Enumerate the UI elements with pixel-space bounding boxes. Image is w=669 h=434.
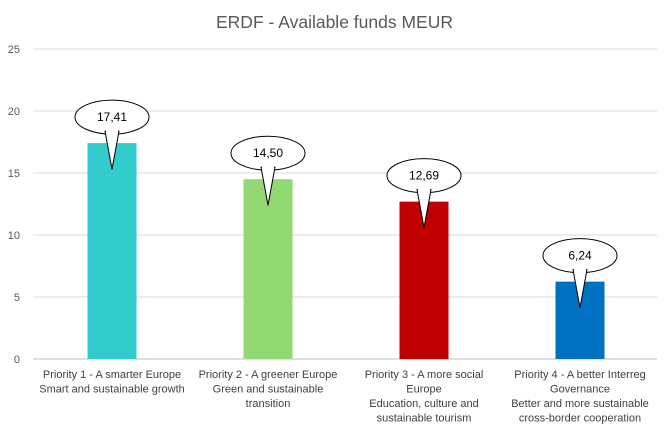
category-label: Priority 4 - A better Interreg [514, 369, 645, 381]
data-label-joint [262, 165, 274, 170]
data-label: 12,69 [409, 169, 439, 183]
chart-title: ERDF - Available funds MEUR [216, 12, 453, 32]
y-tick-label: 0 [14, 354, 20, 366]
bar [87, 143, 137, 359]
y-tick-label: 5 [14, 292, 20, 304]
y-tick-label: 20 [8, 106, 20, 118]
category-label: Priority 2 - A greener Europe [199, 369, 338, 381]
data-label-joint [574, 267, 586, 272]
data-label-joint [418, 187, 430, 192]
category-label: Smart and sustainable growth [39, 384, 185, 396]
data-label-joint [106, 129, 118, 134]
y-tick-label: 15 [8, 168, 20, 180]
category-label: Europe [406, 384, 441, 396]
data-label: 14,50 [253, 146, 283, 160]
y-tick-label: 10 [8, 230, 20, 242]
data-label: 17,41 [97, 110, 127, 124]
data-label: 6,24 [568, 249, 592, 263]
bar [243, 179, 293, 359]
category-label: Better and more sustainable [511, 398, 649, 410]
category-label: Priority 1 - A smarter Europe [43, 369, 181, 381]
category-label: Green and sustainable [213, 384, 324, 396]
category-label: Education, culture and [369, 398, 478, 410]
y-tick-label: 25 [8, 44, 20, 56]
category-label: Priority 3 - A more social [365, 369, 484, 381]
category-label: cross-border cooperation [519, 413, 641, 425]
category-label: sustainable tourism [377, 413, 472, 425]
category-label: transition [246, 398, 291, 410]
category-label: Governance [550, 384, 610, 396]
